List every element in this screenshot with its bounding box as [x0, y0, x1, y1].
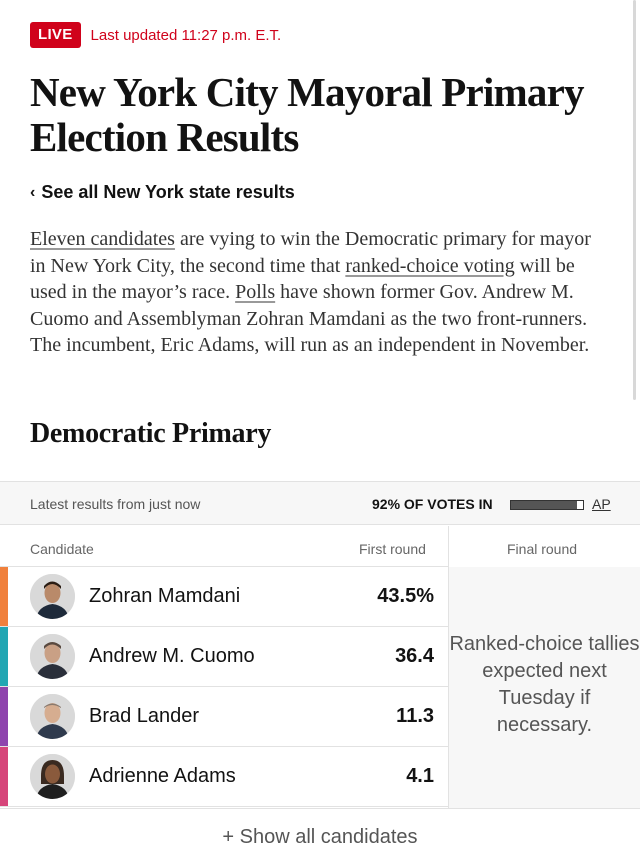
scrollbar[interactable]	[633, 0, 636, 400]
intro-paragraph: Eleven candidates are vying to win the D…	[30, 226, 605, 359]
column-divider	[448, 526, 449, 808]
candidate-color-stripe	[0, 627, 8, 686]
table-row: Zohran Mamdani 43.5%	[0, 567, 448, 627]
candidate-color-stripe	[0, 747, 8, 806]
results-status-bar: Latest results from just now 92% OF VOTE…	[0, 481, 640, 525]
table-row: Andrew M. Cuomo 36.4	[0, 627, 448, 687]
column-header-candidate: Candidate	[30, 541, 94, 557]
first-round-pct: 36.4	[395, 645, 434, 667]
intro-text-2: will be used in the mayor’s race.	[30, 254, 575, 304]
avatar	[30, 754, 75, 799]
first-round-pct: 43.5%	[377, 585, 434, 607]
votes-progress-fill	[511, 501, 578, 509]
avatar	[30, 694, 75, 739]
candidate-color-stripe	[0, 687, 8, 746]
avatar	[30, 574, 75, 619]
show-all-candidates-button[interactable]: + Show all candidates	[222, 826, 418, 848]
intro-text-1: are vying to win the Democratic primary …	[30, 228, 591, 277]
avatar	[30, 634, 75, 679]
header-divider	[0, 566, 448, 567]
table-row: Adrienne Adams 4.1	[0, 747, 448, 807]
votes-progress-bar	[510, 500, 584, 510]
polls-link[interactable]: Polls	[235, 281, 276, 303]
ap-source-link[interactable]: AP	[592, 496, 611, 512]
column-header-first-round: First round	[359, 541, 426, 557]
intro-text-3: have shown former Gov. Andrew M. Cuomo a…	[30, 281, 590, 356]
candidate-name: Andrew M. Cuomo	[89, 645, 255, 667]
state-results-link[interactable]: ‹ See all New York state results	[30, 182, 295, 203]
chevron-left-icon: ‹	[30, 183, 36, 201]
table-bottom-divider	[0, 808, 640, 809]
page-title: New York City Mayoral Primary Election R…	[30, 69, 584, 160]
column-header-final-round: Final round	[507, 541, 578, 557]
live-status: LIVE Last updated 11:27 p.m. E.T.	[30, 21, 281, 49]
first-round-pct: 11.3	[396, 705, 434, 727]
ranked-choice-link[interactable]: ranked-choice voting	[345, 254, 515, 277]
last-updated-text: Last updated 11:27 p.m. E.T.	[90, 26, 282, 44]
first-round-pct: 4.1	[406, 765, 434, 787]
eleven-candidates-link[interactable]: Eleven candidates	[30, 228, 175, 250]
votes-in-text: 92% OF VOTES IN	[372, 496, 493, 512]
final-round-note: Ranked-choice tallies expected next Tues…	[449, 633, 640, 736]
live-badge: LIVE	[30, 22, 81, 48]
table-row: Brad Lander 11.3	[0, 687, 448, 747]
section-title: Democratic Primary	[30, 418, 272, 449]
final-round-panel	[449, 567, 640, 808]
candidate-name: Brad Lander	[89, 705, 200, 727]
candidate-color-stripe	[0, 567, 8, 626]
state-results-link-label: See all New York state results	[41, 182, 295, 202]
candidate-name: Zohran Mamdani	[89, 585, 241, 607]
latest-results-text: Latest results from just now	[30, 496, 201, 512]
candidate-name: Adrienne Adams	[89, 765, 236, 787]
